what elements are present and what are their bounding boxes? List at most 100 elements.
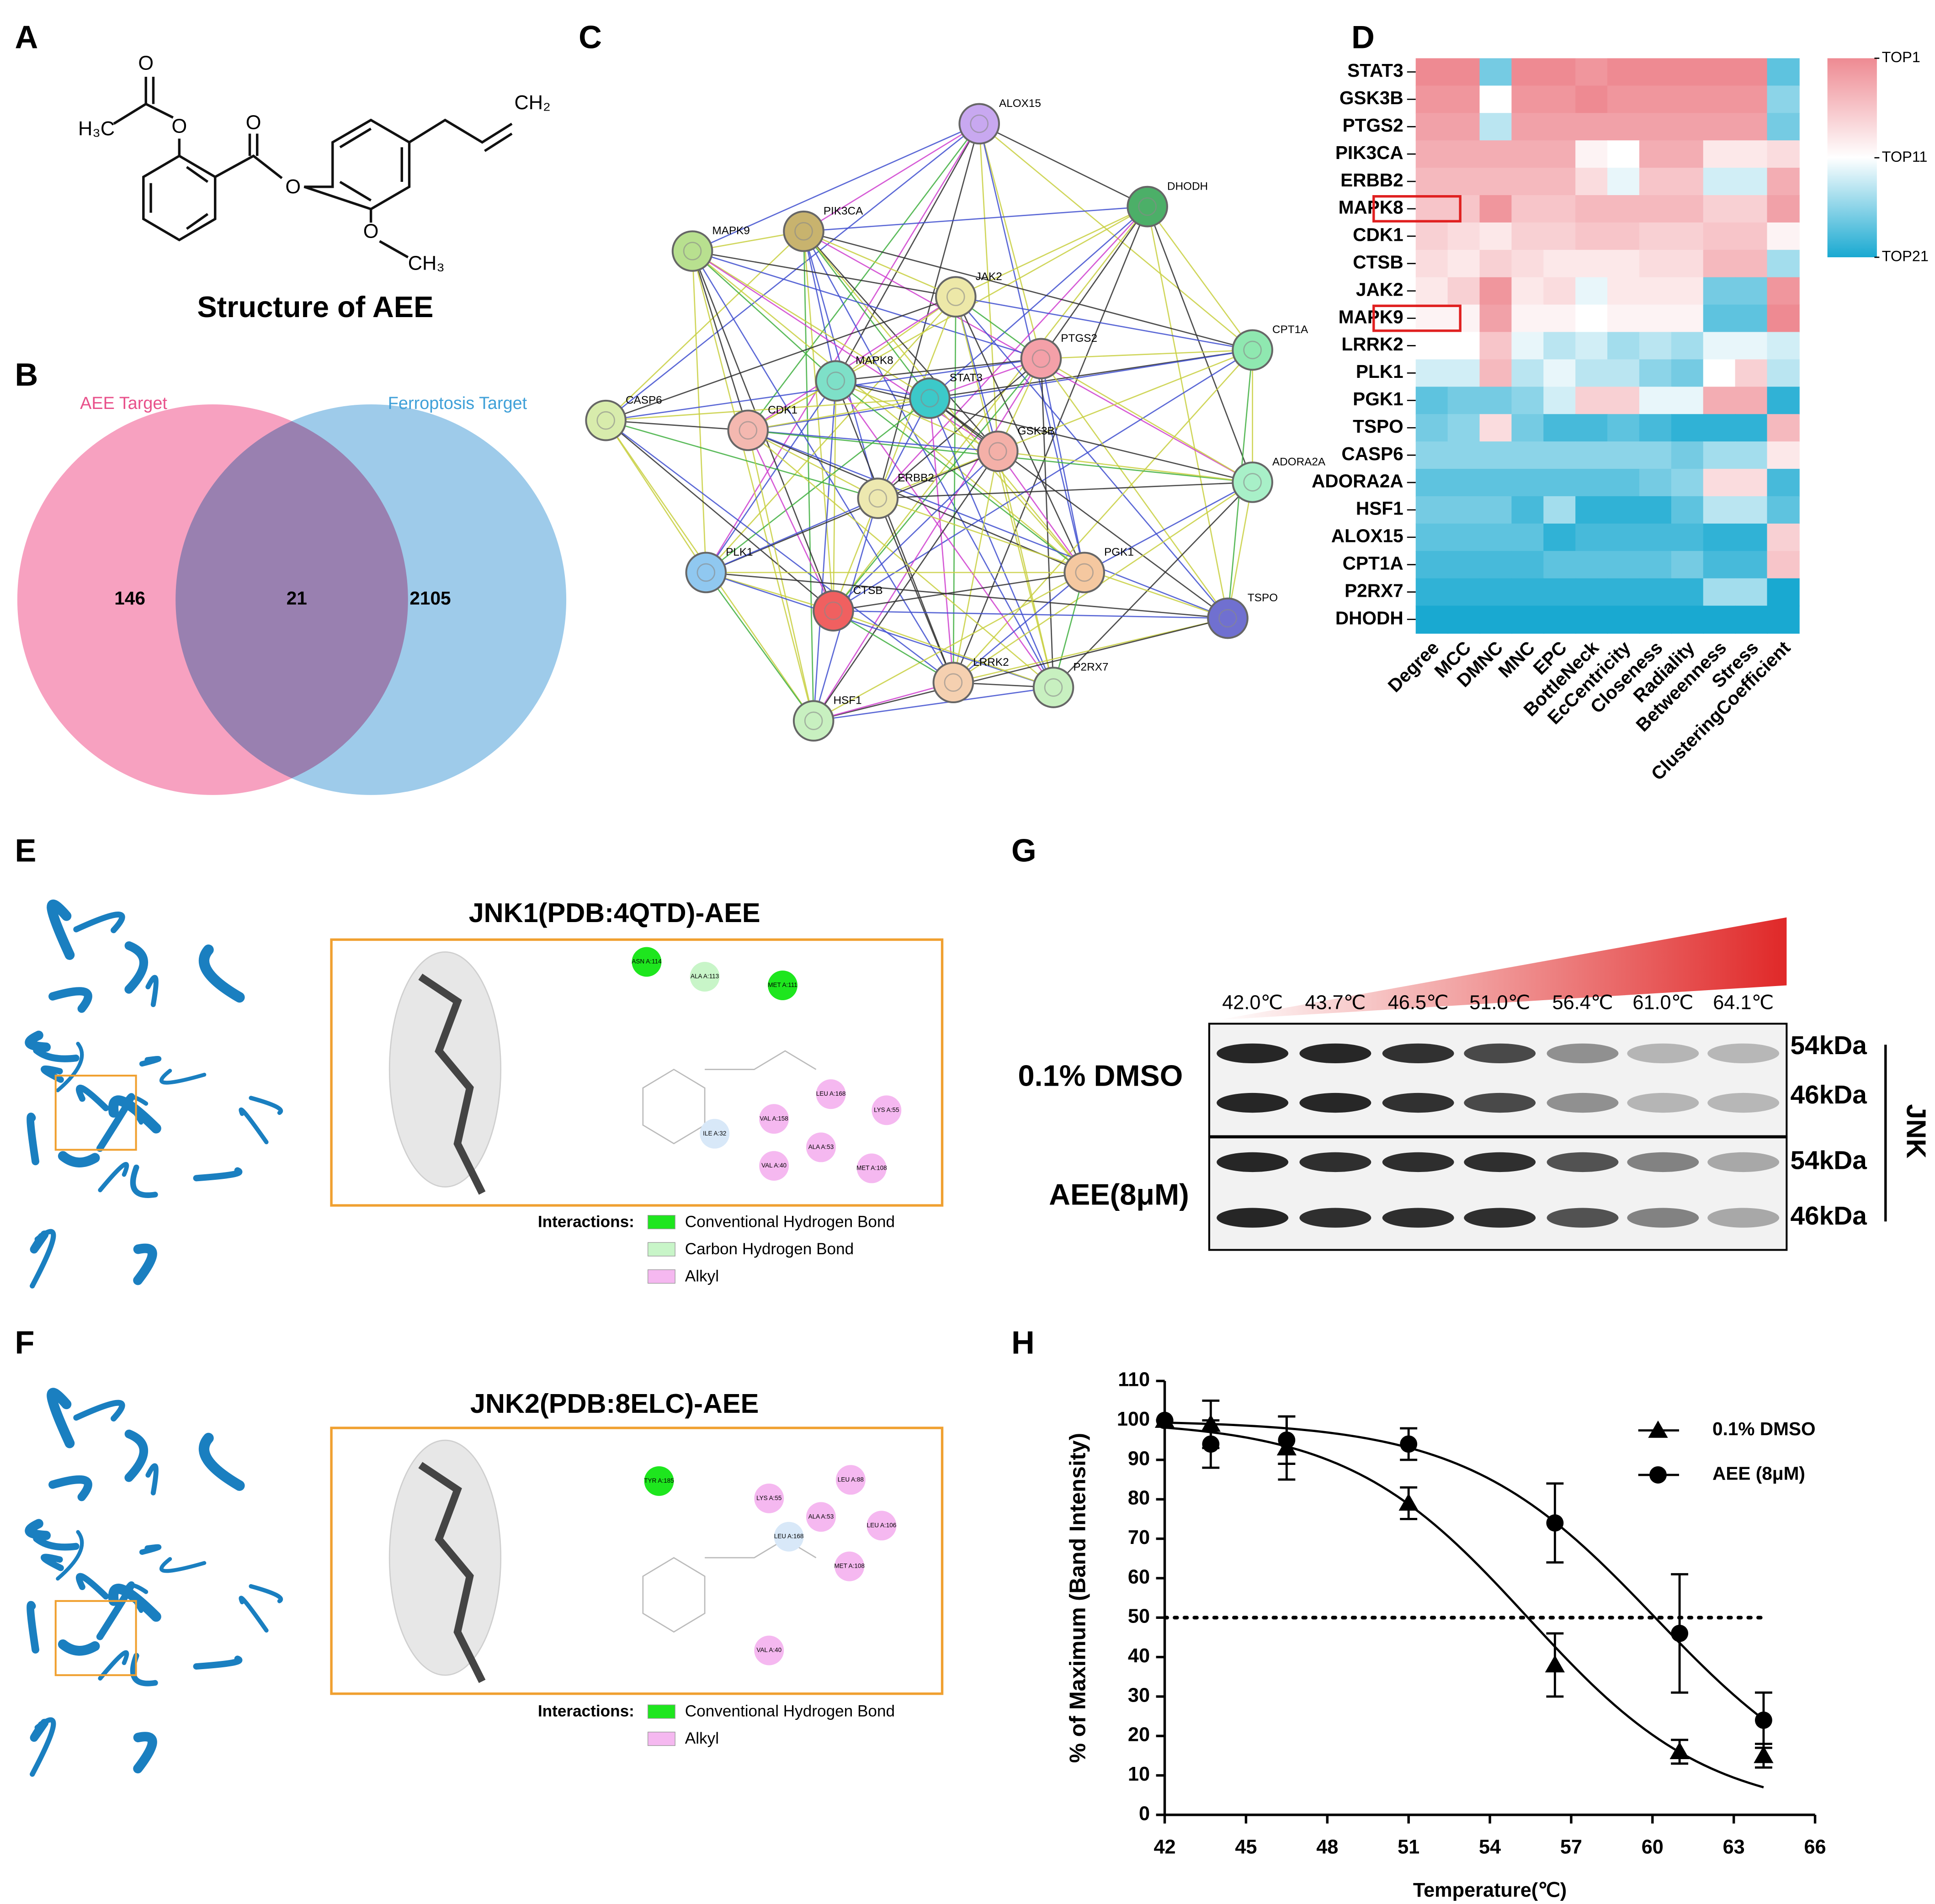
network-edge xyxy=(606,419,878,499)
label: MAPK9 xyxy=(712,225,750,237)
heat-cell xyxy=(1479,58,1512,86)
label: PGK1 xyxy=(1104,546,1134,558)
residue xyxy=(835,1465,866,1495)
label: 48 xyxy=(1316,1836,1338,1858)
band xyxy=(1217,1093,1289,1113)
heat-cell xyxy=(1511,113,1544,141)
heat-cell xyxy=(1479,523,1512,552)
heat-cell xyxy=(1575,168,1608,196)
heat-cell xyxy=(1415,222,1448,251)
node-core xyxy=(1243,340,1262,360)
network-edge xyxy=(835,123,980,382)
heat-cell xyxy=(1543,469,1576,497)
heat-cell xyxy=(1575,195,1608,223)
heat-cell xyxy=(1703,578,1736,606)
heat-cell xyxy=(1575,387,1608,415)
network-edge xyxy=(877,123,980,499)
blot xyxy=(1208,1023,1788,1137)
band xyxy=(1299,1152,1372,1172)
heat-cell xyxy=(1415,359,1448,387)
heat-cell xyxy=(1671,222,1704,251)
heat-cell xyxy=(1703,551,1736,579)
heat-cell xyxy=(1447,469,1480,497)
heat-cell xyxy=(1735,441,1768,470)
network-edge xyxy=(978,123,999,451)
panel-letter: A xyxy=(15,19,38,55)
label: LEU A:168 xyxy=(774,1533,804,1540)
heat-cell xyxy=(1639,441,1672,470)
network-node xyxy=(1063,552,1105,594)
network-edge xyxy=(877,482,1253,499)
ribbon xyxy=(41,1554,64,1571)
panel-letter: C xyxy=(579,19,602,55)
heat-cell xyxy=(1639,58,1672,86)
heat-cell xyxy=(1735,113,1768,141)
network-edge xyxy=(1041,358,1253,483)
heat-cell xyxy=(1607,304,1640,333)
heat-cell xyxy=(1767,551,1800,579)
ribbon xyxy=(48,1475,92,1501)
network-edge xyxy=(692,250,930,399)
network-edge xyxy=(833,572,1084,612)
heat-cell xyxy=(1735,85,1768,114)
heat-cell xyxy=(1511,605,1544,634)
heat-cell xyxy=(1543,578,1576,606)
label: JNK xyxy=(1901,1104,1931,1158)
label: 54 xyxy=(1479,1836,1501,1858)
network-edge xyxy=(706,451,998,573)
heat-cell xyxy=(1703,387,1736,415)
label: GSK3B xyxy=(1018,425,1055,437)
heat-cell xyxy=(1543,496,1576,525)
heat-cell xyxy=(1671,113,1704,141)
heat-cell xyxy=(1543,523,1576,552)
colorbar xyxy=(1827,58,1877,258)
heat-cell xyxy=(1575,414,1608,442)
band xyxy=(1707,1093,1780,1113)
heat-cell xyxy=(1767,113,1800,141)
side-chains xyxy=(369,118,513,259)
marker xyxy=(1669,1742,1690,1759)
network-edge xyxy=(833,610,1054,688)
ligand-2d xyxy=(642,1538,817,1633)
band xyxy=(1382,1152,1454,1172)
node-core xyxy=(596,411,615,430)
network-edge xyxy=(835,380,1253,483)
network-edge xyxy=(691,251,749,431)
marker xyxy=(1278,1431,1296,1449)
residue xyxy=(872,1095,902,1125)
panel-letter: D xyxy=(1351,19,1375,55)
heat-cell xyxy=(1543,332,1576,360)
network-edge xyxy=(692,250,1085,573)
label: 43.7℃ xyxy=(1305,992,1366,1014)
heat-cell xyxy=(1479,551,1512,579)
heat-cell xyxy=(1415,496,1448,525)
heat-cell xyxy=(1543,277,1576,305)
node-core xyxy=(1218,609,1237,628)
marker xyxy=(1545,1655,1565,1673)
label: CASP6 xyxy=(1341,443,1403,464)
ribbon xyxy=(41,1065,64,1083)
heat-cell xyxy=(1575,441,1608,470)
network-edge xyxy=(952,451,999,683)
label: JNK2(PDB:8ELC)-AEE xyxy=(470,1388,759,1419)
network-edge xyxy=(833,451,999,611)
network-edge xyxy=(803,231,1054,688)
band xyxy=(1217,1043,1289,1063)
residue xyxy=(835,1551,865,1581)
heat-cell xyxy=(1415,195,1448,223)
heat-cell xyxy=(1415,578,1448,606)
label: CDK1 xyxy=(768,404,797,416)
residue xyxy=(632,947,662,977)
surface xyxy=(388,1439,502,1676)
network-edge xyxy=(833,206,1148,611)
heat-cell xyxy=(1767,387,1800,415)
label: 54kDa xyxy=(1790,1146,1867,1175)
heat-cell xyxy=(1543,387,1576,415)
network-edges xyxy=(605,123,1253,721)
heat-cell xyxy=(1639,551,1672,579)
node-core xyxy=(826,371,845,390)
heat-cell xyxy=(1639,304,1672,333)
node-core xyxy=(970,114,989,133)
residue xyxy=(774,1522,804,1552)
